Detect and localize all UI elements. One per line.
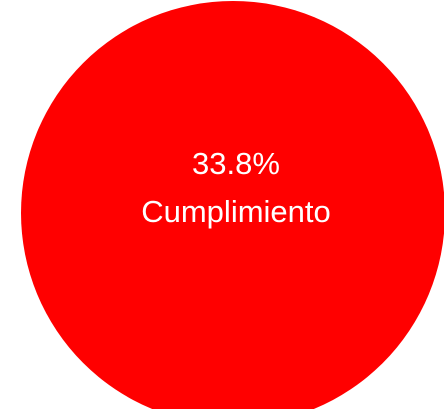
pie-category-label: Cumplimiento bbox=[141, 194, 331, 229]
pie-value-label: 33.8% bbox=[192, 146, 280, 181]
pie-slice-cumplimiento bbox=[21, 1, 444, 414]
